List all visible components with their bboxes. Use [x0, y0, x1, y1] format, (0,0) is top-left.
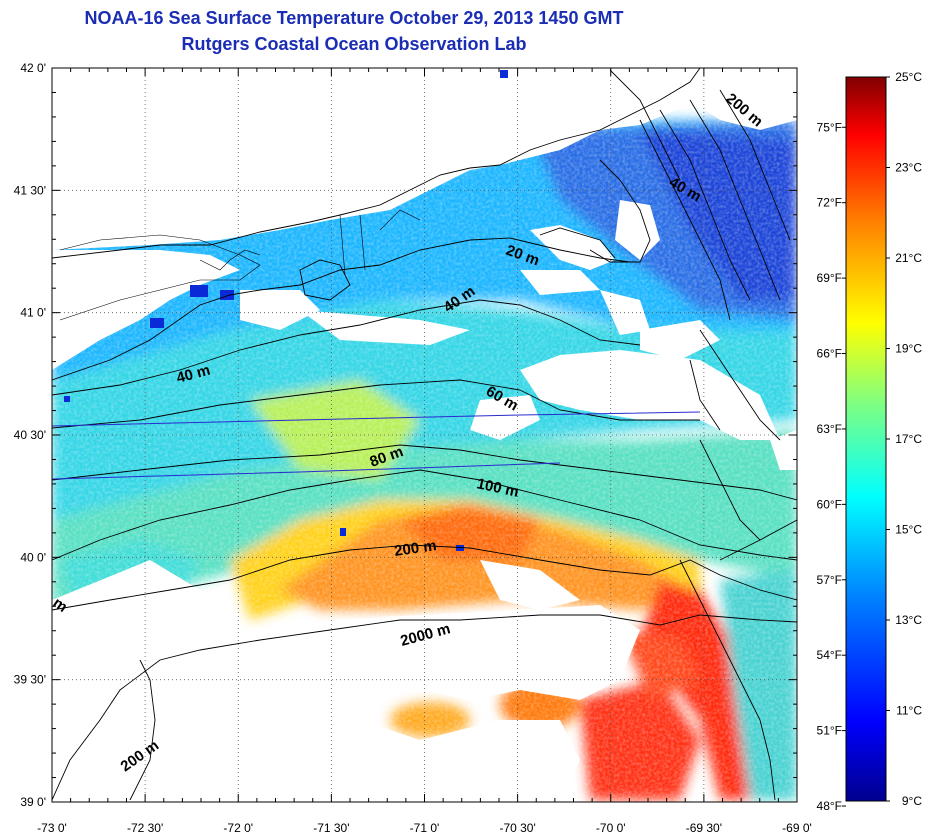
- lon-tick-label: -71 0': [410, 821, 440, 835]
- coastline-detail: [59, 209, 421, 321]
- lon-tick-label: -69 0': [782, 821, 812, 835]
- lat-tick-label: 41 30': [14, 183, 46, 197]
- lon-tick-label: -69 30': [686, 821, 722, 835]
- colorbar-fahrenheit-label: 48°F: [817, 799, 842, 813]
- colorbar-fahrenheit-label: 72°F: [817, 196, 842, 210]
- contour-label-200m-mid: 200 m: [393, 537, 437, 560]
- colorbar-fahrenheit-label: 51°F: [817, 724, 842, 738]
- colorbar-celsius-label: 15°C: [895, 523, 922, 537]
- colorbar-celsius-labels: 25°C 23°C 21°C 19°C 17°C 15°C 13°C 11°C 9°C: [886, 70, 922, 808]
- map-title: NOAA-16 Sea Surface Temperature October …: [84, 8, 624, 28]
- lon-tick-label: -72 0': [223, 821, 253, 835]
- cold-spots: [64, 70, 508, 551]
- bathymetry-contours: [52, 68, 797, 801]
- lat-tick-label: 41 0': [20, 306, 46, 320]
- lon-tick-label: -71 30': [313, 821, 349, 835]
- transect-lines: [52, 411, 701, 480]
- colorbar-fahrenheit-label: 66°F: [817, 347, 842, 361]
- colorbar-celsius-label: 11°C: [896, 704, 922, 718]
- lat-tick-label: 40 30': [14, 428, 46, 442]
- colorbar-fahrenheit-label: 60°F: [817, 497, 842, 511]
- colorbar-fahrenheit-label: 54°F: [817, 648, 842, 662]
- graticule: [52, 68, 797, 802]
- colorbar-celsius-label: 19°C: [895, 342, 922, 356]
- colorbar-fahrenheit-label: 69°F: [817, 271, 842, 285]
- lat-tick-label: 40 0': [20, 550, 46, 564]
- colorbar-celsius-label: 21°C: [895, 251, 922, 265]
- colorbar-celsius-label: 23°C: [895, 161, 922, 175]
- lat-tick-label: 42 0': [20, 61, 46, 75]
- lon-tick-label: -73 0': [37, 821, 67, 835]
- lat-tick-label: 39 0': [20, 795, 46, 809]
- colorbar-celsius-label: 13°C: [895, 613, 922, 627]
- lon-tick-label: -70 0': [596, 821, 626, 835]
- lon-tick-label: -72 30': [127, 821, 163, 835]
- colorbar-celsius-label: 9°C: [902, 794, 922, 808]
- lat-tick-label: 39 30': [14, 673, 46, 687]
- colorbar-fahrenheit-label: 75°F: [817, 120, 842, 134]
- latitude-axis: 42 0' 41 30' 41 0' 40 30' 40 0' 39 30' 39 0': [14, 61, 797, 809]
- colorbar-fahrenheit-label: 63°F: [817, 422, 842, 436]
- map-subtitle: Rutgers Coastal Ocean Observation Lab: [181, 34, 527, 54]
- colorbar-celsius-label: 17°C: [895, 432, 922, 446]
- lon-tick-label: -70 30': [499, 821, 535, 835]
- colorbar-fahrenheit-labels: 75°F 72°F 69°F 66°F 63°F 60°F 57°F 54°F 51°F 48°F: [817, 120, 846, 813]
- longitude-axis: -73 0' -72 30' -72 0' -71 30' -71 0' -70 30' -…: [37, 68, 812, 835]
- colorbar-fahrenheit-label: 57°F: [817, 573, 842, 587]
- colorbar-celsius-label: 25°C: [895, 70, 922, 84]
- colorbar: [845, 76, 887, 802]
